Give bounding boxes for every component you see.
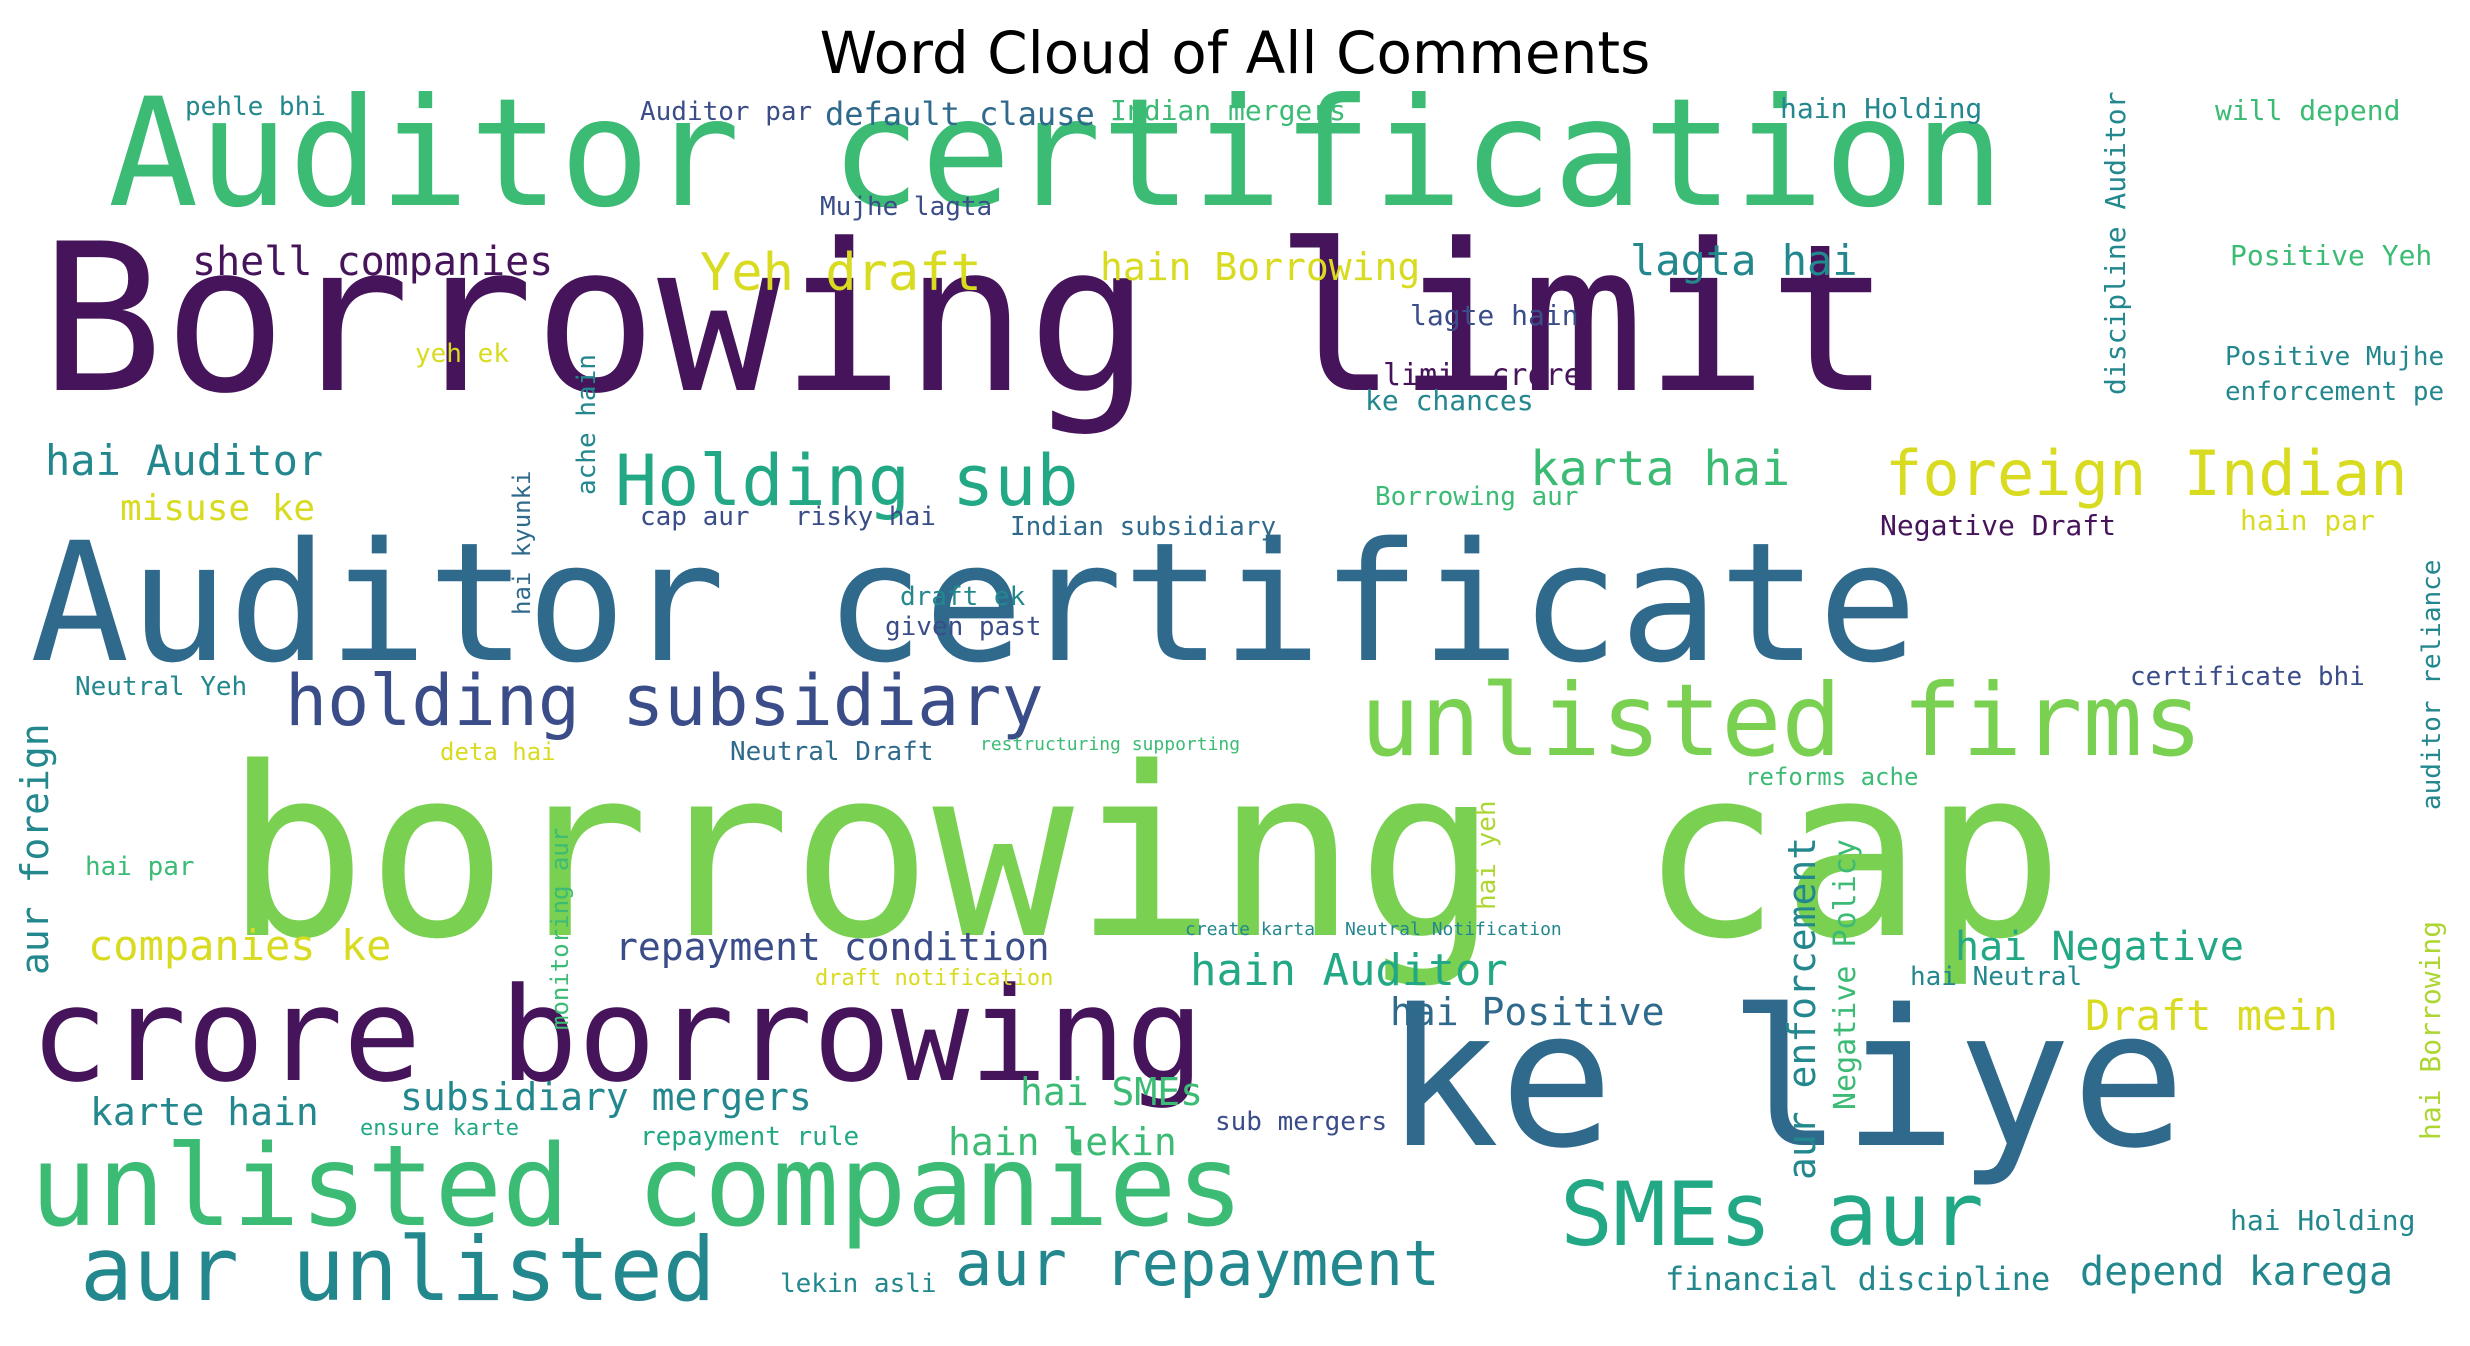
- word-foreign-indian: foreign Indian: [1885, 437, 2408, 510]
- word-neutral-yeh: Neutral Yeh: [75, 672, 247, 702]
- word-companies-ke: companies ke: [88, 921, 391, 970]
- word-negative-policy: Negative Policy: [1828, 839, 1863, 1110]
- word-aur-unlisted: aur unlisted: [80, 1218, 716, 1321]
- word-hai-borrowing: hai Borrowing: [2414, 921, 2447, 1140]
- word-indian-mergers: Indian mergers: [1110, 94, 1346, 127]
- word-yeh-draft: Yeh draft: [700, 243, 982, 303]
- word-risky-hai: risky hai: [795, 502, 936, 532]
- word-auditor-certification: Auditor certification: [108, 67, 2004, 241]
- word-draft-notification: draft notification: [815, 966, 1053, 991]
- word-hai-smes: hai SMEs: [1020, 1070, 1203, 1114]
- word-holding-sub: Holding sub: [615, 440, 1079, 522]
- word-mujhe-lagta: Mujhe lagta: [820, 192, 992, 222]
- word-reforms-ache: reforms ache: [1745, 763, 1918, 791]
- word-unlisted-companies: unlisted companies: [30, 1122, 1244, 1252]
- word-enforcement-pe: enforcement pe: [2225, 377, 2444, 407]
- word-default-clause: default clause: [825, 95, 1095, 133]
- word-ensure-karte: ensure karte: [360, 1116, 519, 1141]
- word-hai-holding: hai Holding: [2230, 1204, 2415, 1237]
- word-lagte-hain: lagte hain: [1410, 299, 1579, 332]
- word-monitoring-aur: monitoring aur: [546, 828, 574, 1030]
- word-financial-discipline: financial discipline: [1665, 1260, 2050, 1298]
- word-aur-foreign: aur foreign: [13, 723, 57, 975]
- word-borrowing-aur: Borrowing aur: [1375, 482, 1579, 512]
- word-lagta-hai: lagta hai: [1630, 236, 1858, 285]
- word-hai-auditor: hai Auditor: [45, 436, 323, 485]
- word-misuse-ke: misuse ke: [120, 488, 315, 529]
- word-indian-subsidiary: Indian subsidiary: [1010, 512, 1276, 542]
- word-shell-companies: shell companies: [192, 239, 553, 285]
- word-aur-repayment: aur repayment: [955, 1227, 1440, 1300]
- word-auditor-reliance: auditor reliance: [2417, 560, 2447, 810]
- word-given-past: given past: [885, 612, 1042, 642]
- word-hai-yeh: hai yeh: [1472, 800, 1502, 910]
- word-unlisted-firms: unlisted firms: [1360, 662, 2203, 779]
- word-hai-neutral: hai Neutral: [1910, 962, 2082, 992]
- word-neutral-draft: Neutral Draft: [730, 737, 934, 767]
- word-ke-liye: ke liye: [1385, 969, 2186, 1190]
- word-smes-aur: SMEs aur: [1560, 1163, 1984, 1266]
- word-hain-lekin: hain lekin: [948, 1120, 1177, 1164]
- word-ache-hain: ache hain: [572, 354, 602, 495]
- word-repayment-condition: repayment condition: [615, 925, 1050, 969]
- word-neutral-notification: Neutral Notification: [1345, 919, 1562, 940]
- word-will-depend: will depend: [2215, 94, 2400, 127]
- word-auditor-par: Auditor par: [640, 97, 812, 127]
- word-hai-kyunki: hai kyunki: [508, 471, 536, 616]
- word-yeh-ek: yeh ek: [415, 339, 509, 369]
- word-repayment-rule: repayment rule: [640, 1122, 859, 1152]
- word-ke-chances: ke chances: [1365, 384, 1534, 417]
- word-cap-aur: cap aur: [640, 502, 750, 532]
- word-aur-enforcement: aur enforcement: [1780, 837, 1824, 1180]
- word-subsidiary-mergers: subsidiary mergers: [400, 1075, 812, 1119]
- word-auditor-certificate: Auditor certificate: [30, 507, 1917, 699]
- word-sub-mergers: sub mergers: [1215, 1107, 1387, 1137]
- word-create-karta: create karta: [1185, 919, 1315, 940]
- word-karte-hain: karte hain: [90, 1090, 319, 1134]
- word-crore-borrowing: crore borrowing: [30, 959, 1204, 1111]
- word-hain-holding: hain Holding: [1780, 92, 1982, 125]
- word-discipline-auditor: discipline Auditor: [2099, 92, 2132, 395]
- word-hai-negative: hai Negative: [1955, 924, 2244, 970]
- word-hai-positive: hai Positive: [1390, 990, 1665, 1034]
- word-hain-par: hain par: [2240, 504, 2375, 537]
- word-lekin-asli: lekin asli: [780, 1269, 937, 1299]
- word-deta-hai: deta hai: [440, 738, 556, 766]
- chart-title: Word Cloud of All Comments: [819, 19, 1651, 87]
- word-positive-yeh: Positive Yeh: [2230, 239, 2432, 272]
- word-draft-ek: draft ek: [900, 582, 1026, 612]
- word-draft-mein: Draft mein: [2085, 991, 2338, 1040]
- word-negative-draft: Negative Draft: [1880, 509, 2116, 542]
- word-borrowing-cap: borrowing cap: [225, 718, 2064, 991]
- word-hain-borrowing: hain Borrowing: [1100, 245, 1420, 289]
- word-holding-subsidiary: holding subsidiary: [285, 660, 1044, 742]
- word-restructuring-supporting: restructuring supporting: [980, 734, 1240, 755]
- word-pehle-bhi: pehle bhi: [185, 92, 326, 122]
- word-depend-karega: depend karega: [2080, 1249, 2393, 1295]
- word-hain-auditor: hain Auditor: [1190, 945, 1508, 996]
- word-certificate-bhi: certificate bhi: [2130, 662, 2365, 692]
- word-limit-crore: limit crore: [1383, 358, 1582, 393]
- word-karta-hai: karta hai: [1530, 441, 1790, 497]
- word-borrowing-limit: Borrowing limit: [40, 201, 1891, 439]
- word-positive-mujhe: Positive Mujhe: [2225, 342, 2444, 372]
- word-hai-par: hai par: [85, 852, 195, 882]
